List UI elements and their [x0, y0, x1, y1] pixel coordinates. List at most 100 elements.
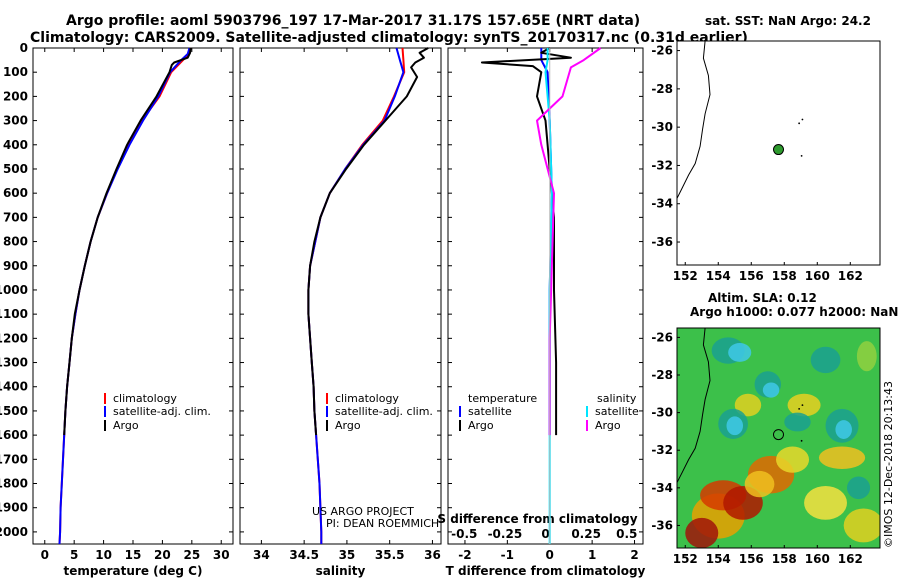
legend-s-satellite-label: satellite — [595, 405, 639, 418]
series-satellite-adj-clim- — [307, 47, 405, 544]
depth-tick-label: 100 — [3, 65, 28, 79]
depth-tick-label: 2000 — [0, 525, 28, 539]
x-axis-label: T difference from climatology — [446, 564, 646, 578]
salinity-legend: climatology satellite-adj. clim. Argo — [326, 392, 433, 432]
x-tick-label-top: 0.25 — [571, 527, 601, 541]
legend-argo-label: Argo — [335, 419, 361, 432]
coastline — [677, 41, 711, 200]
x-axis-label: salinity — [316, 564, 366, 578]
lon-tick-label: 152 — [673, 552, 698, 566]
x-tick-label: 35 — [339, 548, 356, 562]
credit-line-1: US ARGO PROJECT — [312, 505, 414, 518]
x-tick-label: -1 — [501, 548, 514, 562]
sst-map: 152 154 156 158 160 162 -26 -28 -30 -32 -34 -36 — [651, 40, 881, 283]
x-tick-label: 1 — [588, 548, 596, 562]
legend-argo-label: Argo — [113, 419, 139, 432]
sla-anomaly-blob — [835, 420, 852, 439]
sla-anomaly-blob — [784, 412, 811, 432]
title-line-1: Argo profile: aoml 5903796_197 17-Mar-20… — [66, 13, 640, 29]
x-tick-label: 30 — [213, 548, 230, 562]
depth-tick-label: 1700 — [0, 452, 28, 466]
sla-anomaly-blob — [818, 446, 866, 470]
lat-tick-label: -34 — [651, 481, 673, 495]
sla-anomaly-blob — [762, 382, 780, 398]
island — [798, 407, 801, 410]
x-tick-label: 35.5 — [375, 548, 405, 562]
depth-tick-label: 1000 — [0, 283, 28, 297]
legend-climatology-label: climatology — [335, 392, 399, 405]
sla-anomaly-blob — [810, 346, 841, 374]
sla-anomaly-blob — [856, 341, 877, 372]
x-tick-label: 34.5 — [289, 548, 319, 562]
sla-anomaly-blob — [776, 446, 810, 473]
island — [801, 404, 804, 406]
map-frame — [676, 327, 881, 549]
depth-tick-label: 1100 — [0, 307, 28, 321]
x-tick-label-top: 0 — [541, 527, 549, 541]
map-content — [677, 41, 880, 265]
lon-tick-label: 154 — [706, 269, 731, 283]
x-tick-label-top: 0.5 — [616, 527, 637, 541]
sla-anomaly-blob — [744, 470, 775, 498]
depth-tick-label: 700 — [3, 210, 28, 224]
depth-tick-label: 200 — [3, 89, 28, 103]
x-tick-label: 15 — [125, 548, 142, 562]
lat-tick-label: -28 — [651, 368, 673, 382]
lon-tick-label: 156 — [739, 552, 764, 566]
island — [800, 154, 803, 157]
lon-tick-label: 154 — [706, 552, 731, 566]
lon-tick-label: 160 — [805, 269, 830, 283]
lat-tick-label: -30 — [651, 120, 673, 134]
profile-location — [773, 144, 784, 156]
series-t-argo — [480, 47, 572, 436]
x-tick-label: 10 — [95, 548, 112, 562]
map-frame — [676, 40, 881, 266]
sla-anomaly-blob — [728, 343, 752, 362]
sla-anomaly-blob — [843, 508, 880, 543]
legend-salinity-title: salinity — [597, 392, 637, 405]
lon-tick-label: 160 — [805, 552, 830, 566]
series-argo — [307, 47, 429, 436]
lon-tick-label: 158 — [772, 269, 797, 283]
series-climatology — [307, 47, 406, 544]
temperature-panel: 0 5 10 15 20 25 30 temperature (deg C) — [32, 47, 234, 578]
imos-watermark: ©IMOS 12-Dec-2018 20:13:43 — [882, 381, 895, 548]
depth-tick-label: 600 — [3, 186, 28, 200]
x-axis-label: temperature (deg C) — [64, 564, 203, 578]
title-line-2: Climatology: CARS2009. Satellite-adjuste… — [30, 30, 748, 46]
map-bottom-label-2: Argo h1000: 0.077 h2000: NaN — [690, 305, 898, 319]
depth-tick-label: 1300 — [0, 356, 28, 370]
map-top-label: sat. SST: NaN Argo: 24.2 — [705, 14, 871, 28]
lat-tick-label: -34 — [651, 197, 673, 211]
sla-anomaly-blob — [846, 476, 871, 500]
lon-tick-label: 158 — [772, 552, 797, 566]
depth-tick-label: 500 — [3, 162, 28, 176]
map-bottom-label-1: Altim. SLA: 0.12 — [708, 291, 817, 305]
legend-t-argo-label: Argo — [468, 419, 494, 432]
lon-tick-label: 156 — [739, 269, 764, 283]
legend-satellite-label: satellite-adj. clim. — [113, 405, 211, 418]
depth-tick-label: 900 — [3, 259, 28, 273]
depth-tick-label: 1200 — [0, 331, 28, 345]
x-tick-label: 34 — [253, 548, 270, 562]
lat-tick-label: -26 — [651, 44, 673, 58]
lat-tick-label: -36 — [651, 235, 673, 249]
credit-line-2: PI: DEAN ROEMMICH — [326, 517, 439, 530]
temperature-legend: climatology satellite-adj. clim. Argo — [104, 392, 211, 432]
sla-anomaly-blob — [685, 517, 719, 548]
salinity-panel: 34 34.5 35 35.5 36 salinity — [239, 47, 442, 578]
legend-temperature-title: temperature — [468, 392, 537, 405]
sla-anomaly-blob — [804, 485, 847, 520]
sla-anomaly-blob — [726, 416, 744, 436]
x-tick-label-top: -0.5 — [451, 527, 477, 541]
legend-satellite-label: satellite-adj. clim. — [335, 405, 433, 418]
depth-tick-label: 1600 — [0, 428, 28, 442]
lon-tick-label: 162 — [838, 269, 863, 283]
lat-tick-label: -32 — [651, 158, 673, 172]
series-argo — [63, 47, 192, 436]
depth-tick-label: 0 — [20, 41, 28, 55]
lat-tick-label: -36 — [651, 518, 673, 532]
depth-tick-label: 800 — [3, 235, 28, 249]
plot-frame — [447, 47, 644, 545]
